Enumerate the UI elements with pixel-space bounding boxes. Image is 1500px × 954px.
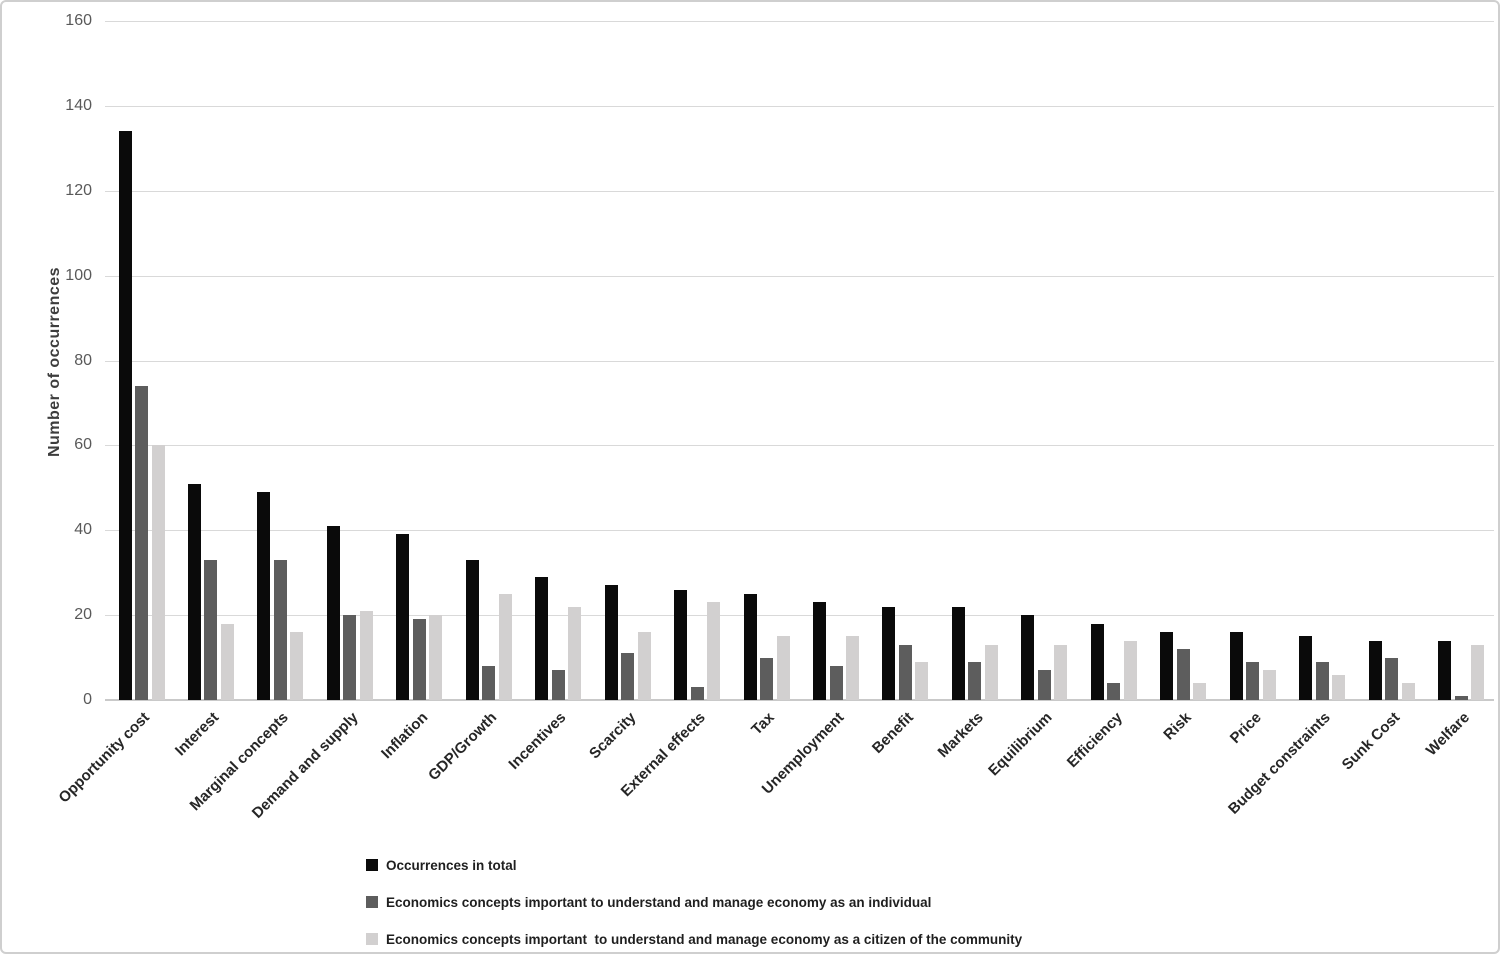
- legend-label: Economics concepts important to understa…: [386, 931, 1023, 947]
- y-tick-label-120: 120: [65, 181, 92, 199]
- bar-series1-budget-constraints: [1299, 636, 1313, 700]
- bar-series1-equilibrium: [1021, 615, 1035, 700]
- bar-series3-external-effects: [707, 602, 721, 700]
- bar-series2-budget-constraints: [1315, 661, 1329, 700]
- bar-series3-demand-and-supply: [359, 610, 373, 700]
- y-tick-label-140: 140: [65, 96, 92, 114]
- bar-series2-efficiency: [1107, 683, 1121, 700]
- bar-series3-sunk-cost: [1401, 683, 1415, 700]
- bar-series1-gdp-growth: [465, 559, 479, 700]
- bar-series2-incentives: [551, 670, 565, 700]
- bar-series1-welfare: [1438, 640, 1452, 700]
- y-tick-label-60: 60: [74, 436, 92, 454]
- bar-series2-demand-and-supply: [343, 615, 357, 700]
- y-tick-label-20: 20: [74, 606, 92, 624]
- bar-series3-benefit: [915, 661, 929, 700]
- bar-series2-interest: [204, 559, 218, 700]
- bar-series3-price: [1262, 670, 1276, 700]
- gridline-120: [105, 190, 1494, 192]
- bar-series3-interest: [220, 623, 234, 700]
- y-tick-label-80: 80: [74, 351, 92, 369]
- bar-series2-gdp-growth: [482, 666, 496, 700]
- bar-series2-opportunity-cost: [135, 385, 148, 700]
- bar-series3-efficiency: [1123, 640, 1137, 700]
- bar-series2-tax: [760, 657, 774, 700]
- bar-series1-marginal-concepts: [257, 492, 271, 700]
- legend-item-3: Economics concepts important to understa…: [366, 929, 1022, 949]
- legend-item-2: Economics concepts important to understa…: [366, 892, 1022, 912]
- bar-series3-marginal-concepts: [290, 632, 304, 700]
- bar-series1-efficiency: [1090, 623, 1104, 700]
- gridline-140: [105, 105, 1494, 107]
- bar-series3-inflation: [429, 615, 443, 700]
- bar-series3-opportunity-cost: [151, 445, 165, 700]
- bar-series3-equilibrium: [1054, 644, 1068, 700]
- bar-series3-markets: [984, 644, 998, 700]
- y-tick-label-100: 100: [65, 266, 92, 284]
- bar-series1-risk: [1160, 632, 1174, 700]
- y-tick-label-40: 40: [74, 521, 92, 539]
- legend-item-1: Occurrences in total: [366, 855, 1022, 875]
- legend-swatch-icon: [366, 933, 378, 945]
- gridline-80: [105, 360, 1494, 362]
- bar-series3-risk: [1193, 683, 1207, 700]
- bar-series2-welfare: [1454, 695, 1468, 700]
- bar-series1-benefit: [882, 606, 896, 700]
- bar-series3-tax: [776, 636, 790, 700]
- x-axis-line: [105, 699, 1494, 701]
- bar-series1-inflation: [396, 534, 410, 700]
- gridline-20: [105, 615, 1494, 617]
- bar-series3-scarcity: [637, 632, 651, 700]
- bar-series1-price: [1229, 632, 1243, 700]
- bar-series1-external-effects: [674, 589, 688, 700]
- bar-series2-external-effects: [690, 687, 704, 700]
- bar-series2-scarcity: [621, 653, 635, 700]
- gridline-100: [105, 275, 1494, 277]
- bar-series1-interest: [187, 483, 201, 700]
- bar-series2-unemployment: [829, 666, 843, 700]
- bar-series1-incentives: [535, 576, 549, 700]
- bar-series2-benefit: [898, 644, 912, 700]
- gridline-160: [105, 21, 1494, 22]
- bar-series2-inflation: [412, 619, 426, 700]
- legend-swatch-icon: [366, 896, 378, 908]
- bar-series1-unemployment: [813, 602, 826, 700]
- bar-series1-opportunity-cost: [118, 131, 132, 700]
- legend-label: Economics concepts important to understa…: [386, 894, 932, 910]
- bar-series2-sunk-cost: [1385, 657, 1399, 700]
- y-tick-label-0: 0: [83, 691, 92, 708]
- bar-series2-equilibrium: [1037, 670, 1051, 700]
- bar-series1-sunk-cost: [1368, 640, 1382, 700]
- bar-series1-tax: [743, 593, 757, 700]
- bar-series3-incentives: [568, 606, 582, 700]
- legend-swatch-icon: [366, 859, 378, 871]
- bar-series3-welfare: [1471, 644, 1485, 700]
- bar-series1-demand-and-supply: [326, 526, 340, 700]
- bar-series2-markets: [968, 661, 982, 700]
- bar-series2-price: [1246, 661, 1260, 700]
- bar-series3-gdp-growth: [498, 593, 512, 700]
- gridline-40: [105, 530, 1494, 532]
- bar-series1-scarcity: [604, 585, 618, 700]
- bar-series1-markets: [951, 606, 965, 700]
- bar-series3-budget-constraints: [1332, 674, 1346, 700]
- bar-series3-unemployment: [846, 636, 859, 700]
- bar-series2-risk: [1176, 649, 1190, 700]
- bar-series2-marginal-concepts: [273, 559, 287, 700]
- y-tick-label-160: 160: [65, 12, 92, 29]
- gridline-60: [105, 445, 1494, 447]
- legend-label: Occurrences in total: [386, 857, 517, 873]
- legend: Occurrences in total Economics concepts i…: [366, 855, 1022, 952]
